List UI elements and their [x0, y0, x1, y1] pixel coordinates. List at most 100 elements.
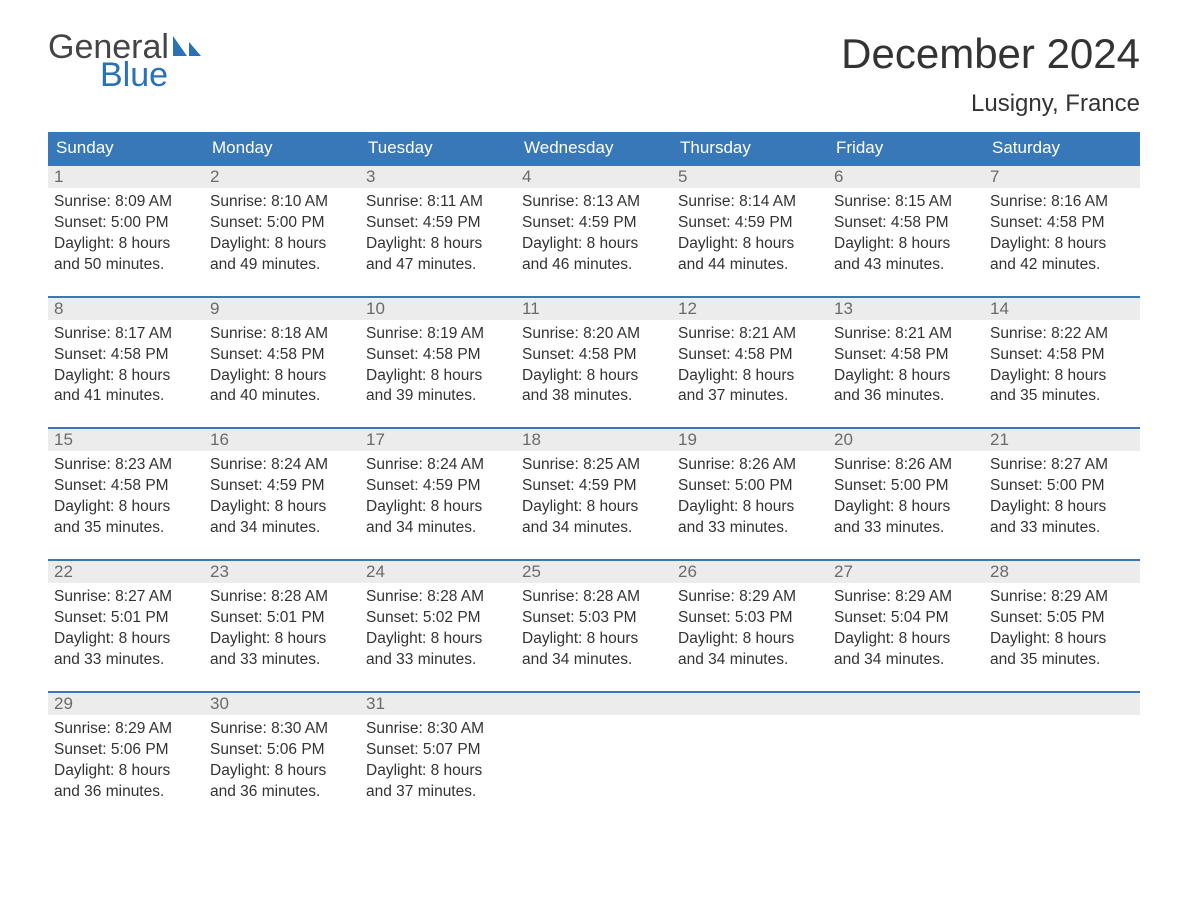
- daylight-text-line2: and 33 minutes.: [834, 518, 978, 539]
- sunrise-text: Sunrise: 8:20 AM: [522, 324, 666, 345]
- sunset-text: Sunset: 4:58 PM: [834, 213, 978, 234]
- daylight-text-line2: and 34 minutes.: [522, 650, 666, 671]
- day-header-sunday: Sunday: [48, 132, 204, 164]
- day-cell: Sunrise: 8:27 AMSunset: 5:00 PMDaylight:…: [984, 451, 1140, 543]
- day-cell: Sunrise: 8:28 AMSunset: 5:01 PMDaylight:…: [204, 583, 360, 675]
- daylight-text-line1: Daylight: 8 hours: [834, 629, 978, 650]
- sunrise-text: Sunrise: 8:30 AM: [210, 719, 354, 740]
- sunset-text: Sunset: 5:00 PM: [678, 476, 822, 497]
- sunset-text: Sunset: 5:00 PM: [54, 213, 198, 234]
- sunset-text: Sunset: 4:58 PM: [678, 345, 822, 366]
- day-cell: Sunrise: 8:18 AMSunset: 4:58 PMDaylight:…: [204, 320, 360, 412]
- daylight-text-line2: and 43 minutes.: [834, 255, 978, 276]
- daylight-text-line2: and 38 minutes.: [522, 386, 666, 407]
- calendar-week: 15161718192021Sunrise: 8:23 AMSunset: 4:…: [48, 427, 1140, 543]
- day-number: 23: [204, 561, 360, 583]
- daylight-text-line2: and 34 minutes.: [834, 650, 978, 671]
- day-number: 7: [984, 166, 1140, 188]
- day-cell: [516, 715, 672, 807]
- daylight-text-line2: and 50 minutes.: [54, 255, 198, 276]
- daylight-text-line2: and 46 minutes.: [522, 255, 666, 276]
- day-number: 11: [516, 298, 672, 320]
- sunrise-text: Sunrise: 8:10 AM: [210, 192, 354, 213]
- weeks-container: 1234567Sunrise: 8:09 AMSunset: 5:00 PMDa…: [48, 164, 1140, 806]
- day-number: [828, 693, 984, 715]
- daylight-text-line2: and 36 minutes.: [210, 782, 354, 803]
- daynum-row: 1234567: [48, 166, 1140, 188]
- daylight-text-line1: Daylight: 8 hours: [678, 366, 822, 387]
- daylight-text-line1: Daylight: 8 hours: [366, 366, 510, 387]
- daynum-row: 891011121314: [48, 298, 1140, 320]
- sunset-text: Sunset: 4:58 PM: [210, 345, 354, 366]
- sunset-text: Sunset: 4:59 PM: [522, 213, 666, 234]
- daylight-text-line1: Daylight: 8 hours: [990, 497, 1134, 518]
- daylight-text-line2: and 49 minutes.: [210, 255, 354, 276]
- day-cell: Sunrise: 8:19 AMSunset: 4:58 PMDaylight:…: [360, 320, 516, 412]
- sunset-text: Sunset: 4:59 PM: [522, 476, 666, 497]
- day-cell: Sunrise: 8:26 AMSunset: 5:00 PMDaylight:…: [672, 451, 828, 543]
- sunrise-text: Sunrise: 8:28 AM: [210, 587, 354, 608]
- sunset-text: Sunset: 4:58 PM: [990, 345, 1134, 366]
- daylight-text-line1: Daylight: 8 hours: [54, 629, 198, 650]
- day-cell: Sunrise: 8:24 AMSunset: 4:59 PMDaylight:…: [204, 451, 360, 543]
- daylight-text-line1: Daylight: 8 hours: [522, 497, 666, 518]
- daylight-text-line1: Daylight: 8 hours: [834, 234, 978, 255]
- day-number: 24: [360, 561, 516, 583]
- day-number: 16: [204, 429, 360, 451]
- daylight-text-line1: Daylight: 8 hours: [366, 234, 510, 255]
- title-block: December 2024 Lusigny, France: [841, 30, 1140, 118]
- sunrise-text: Sunrise: 8:24 AM: [210, 455, 354, 476]
- daylight-text-line1: Daylight: 8 hours: [54, 761, 198, 782]
- daylight-text-line1: Daylight: 8 hours: [834, 366, 978, 387]
- sunrise-text: Sunrise: 8:27 AM: [990, 455, 1134, 476]
- daylight-text-line1: Daylight: 8 hours: [210, 234, 354, 255]
- day-cell: Sunrise: 8:29 AMSunset: 5:04 PMDaylight:…: [828, 583, 984, 675]
- sunrise-text: Sunrise: 8:21 AM: [678, 324, 822, 345]
- day-number: 6: [828, 166, 984, 188]
- day-number: 17: [360, 429, 516, 451]
- daylight-text-line2: and 36 minutes.: [834, 386, 978, 407]
- day-cell: Sunrise: 8:10 AMSunset: 5:00 PMDaylight:…: [204, 188, 360, 280]
- daylight-text-line1: Daylight: 8 hours: [990, 629, 1134, 650]
- day-cell: [672, 715, 828, 807]
- day-cell: Sunrise: 8:28 AMSunset: 5:02 PMDaylight:…: [360, 583, 516, 675]
- calendar: Sunday Monday Tuesday Wednesday Thursday…: [48, 132, 1140, 806]
- day-cell: Sunrise: 8:20 AMSunset: 4:58 PMDaylight:…: [516, 320, 672, 412]
- daylight-text-line2: and 36 minutes.: [54, 782, 198, 803]
- sunset-text: Sunset: 4:58 PM: [366, 345, 510, 366]
- calendar-week: 22232425262728Sunrise: 8:27 AMSunset: 5:…: [48, 559, 1140, 675]
- day-header-saturday: Saturday: [984, 132, 1140, 164]
- sunset-text: Sunset: 4:58 PM: [834, 345, 978, 366]
- daylight-text-line2: and 41 minutes.: [54, 386, 198, 407]
- sunrise-text: Sunrise: 8:30 AM: [366, 719, 510, 740]
- sunset-text: Sunset: 5:05 PM: [990, 608, 1134, 629]
- day-number: 22: [48, 561, 204, 583]
- day-number: 2: [204, 166, 360, 188]
- day-number: 19: [672, 429, 828, 451]
- day-cell: Sunrise: 8:30 AMSunset: 5:06 PMDaylight:…: [204, 715, 360, 807]
- sunrise-text: Sunrise: 8:25 AM: [522, 455, 666, 476]
- sunrise-text: Sunrise: 8:29 AM: [834, 587, 978, 608]
- daylight-text-line1: Daylight: 8 hours: [678, 629, 822, 650]
- sunrise-text: Sunrise: 8:18 AM: [210, 324, 354, 345]
- day-number: [984, 693, 1140, 715]
- daynum-row: 293031: [48, 693, 1140, 715]
- sunset-text: Sunset: 5:01 PM: [54, 608, 198, 629]
- sunset-text: Sunset: 4:58 PM: [990, 213, 1134, 234]
- daylight-text-line1: Daylight: 8 hours: [210, 761, 354, 782]
- daylight-text-line1: Daylight: 8 hours: [990, 234, 1134, 255]
- daylight-text-line1: Daylight: 8 hours: [678, 497, 822, 518]
- sunset-text: Sunset: 4:59 PM: [366, 213, 510, 234]
- sunrise-text: Sunrise: 8:17 AM: [54, 324, 198, 345]
- day-cell: Sunrise: 8:26 AMSunset: 5:00 PMDaylight:…: [828, 451, 984, 543]
- day-header-tuesday: Tuesday: [360, 132, 516, 164]
- day-number: 8: [48, 298, 204, 320]
- sunset-text: Sunset: 5:07 PM: [366, 740, 510, 761]
- daylight-text-line2: and 44 minutes.: [678, 255, 822, 276]
- day-header-monday: Monday: [204, 132, 360, 164]
- day-cell: Sunrise: 8:21 AMSunset: 4:58 PMDaylight:…: [672, 320, 828, 412]
- calendar-week: 293031Sunrise: 8:29 AMSunset: 5:06 PMDay…: [48, 691, 1140, 807]
- sunrise-text: Sunrise: 8:22 AM: [990, 324, 1134, 345]
- calendar-week: 891011121314 Sunrise: 8:17 AM Sunset: 4:58…: [48, 296, 1140, 412]
- day-number: 3: [360, 166, 516, 188]
